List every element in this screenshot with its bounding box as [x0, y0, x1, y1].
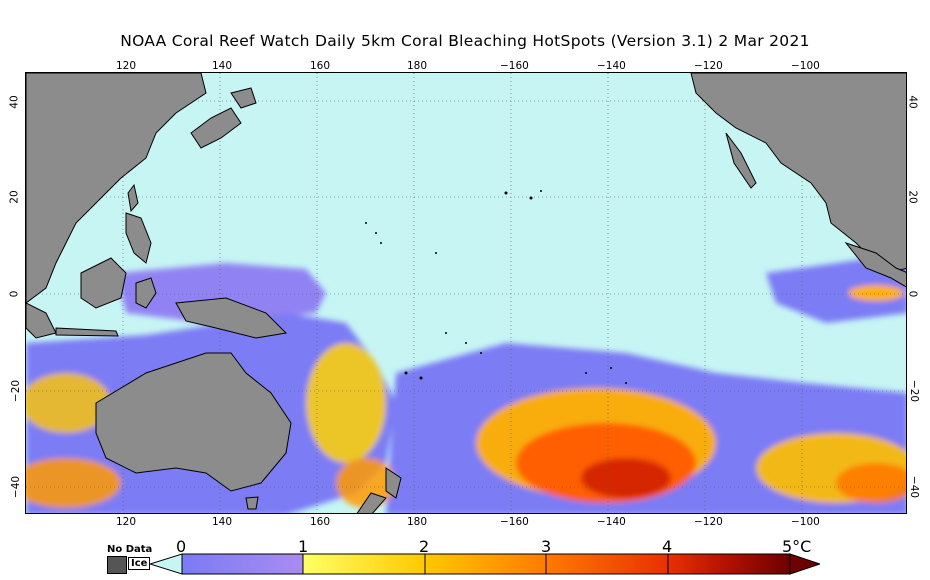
lon-tick-top: −120	[694, 60, 723, 72]
land-sulawesi	[135, 277, 157, 309]
colorbar-label: 0	[176, 537, 187, 556]
hotspot-south-indian	[26, 458, 121, 508]
hotspot-band-equatorial-west	[116, 263, 326, 323]
lon-tick-top: 120	[116, 60, 137, 72]
graticule	[26, 73, 906, 513]
lon-tick-top: 180	[407, 60, 428, 72]
lat-tick-left: 40	[8, 95, 21, 109]
lon-tick-bottom: −120	[694, 516, 723, 528]
colorbar-label: 2	[419, 537, 430, 556]
hotspot-west-australia	[26, 373, 111, 433]
land-borneo	[80, 257, 127, 309]
hotspot-south-pacific-core	[581, 458, 671, 498]
no-data-swatch	[107, 556, 127, 574]
colorbar-right-arrow	[789, 553, 820, 575]
lat-tick-right: −40	[908, 475, 921, 499]
land-new-zealand-south	[356, 492, 387, 513]
hotspot-east-equatorial	[848, 285, 904, 301]
land-hokkaido	[230, 87, 257, 109]
hotspot-zones	[26, 253, 906, 513]
land-philippines	[125, 212, 152, 264]
lat-tick-left: 0	[8, 290, 21, 298]
lat-tick-left: 20	[8, 190, 21, 204]
lon-tick-top: 140	[212, 60, 233, 72]
land-australia	[95, 352, 292, 492]
hotspot-map[interactable]	[25, 72, 907, 514]
land-japan	[190, 107, 242, 149]
lat-tick-right: 20	[906, 190, 919, 204]
land-taiwan	[127, 183, 139, 213]
lon-tick-bottom: 140	[212, 516, 233, 528]
colorbar-label: 1	[298, 537, 309, 556]
hotspot-tasman	[336, 458, 396, 508]
land-new-guinea	[175, 297, 288, 339]
lon-tick-bottom: 160	[310, 516, 331, 528]
colorbar-label: 5°C	[782, 537, 812, 556]
lon-tick-top: −160	[500, 60, 529, 72]
lon-tick-bottom: −160	[500, 516, 529, 528]
colorbar-label: 3	[541, 537, 552, 556]
colorbar-gradient	[181, 553, 791, 575]
ice-label: Ice	[128, 557, 151, 570]
colorbar-label: 4	[662, 537, 673, 556]
lon-tick-bottom: 120	[116, 516, 137, 528]
land-java	[55, 327, 119, 337]
colorbar-left-arrow	[150, 553, 183, 575]
lat-tick-left: −20	[10, 379, 23, 403]
pacific-islands	[365, 190, 627, 384]
land-sumatra	[26, 302, 57, 339]
lon-tick-bottom: 180	[407, 516, 428, 528]
lon-tick-top: 160	[310, 60, 331, 72]
lat-tick-right: 0	[906, 290, 919, 298]
hotspot-band-east-equatorial	[766, 253, 906, 323]
lat-tick-right: 40	[906, 95, 919, 109]
lat-tick-left: −40	[10, 475, 23, 499]
land-central-america	[844, 241, 906, 288]
lon-tick-bottom: −140	[597, 516, 626, 528]
land-tasmania	[245, 496, 259, 510]
colorbar	[150, 553, 820, 575]
lon-tick-bottom: −100	[791, 516, 820, 528]
landmasses	[26, 73, 906, 513]
no-data-label: No Data	[107, 544, 153, 555]
lon-tick-top: −100	[791, 60, 820, 72]
map-title: NOAA Coral Reef Watch Daily 5km Coral Bl…	[120, 32, 810, 50]
hotspot-coral-sea-warm	[306, 343, 386, 463]
hotspot-southeast-pacific-hot	[836, 463, 906, 503]
land-new-zealand-north	[385, 467, 402, 499]
land-asia	[26, 73, 207, 304]
lat-tick-right: −20	[908, 379, 921, 403]
land-baja	[725, 132, 757, 189]
lon-tick-top: −140	[597, 60, 626, 72]
